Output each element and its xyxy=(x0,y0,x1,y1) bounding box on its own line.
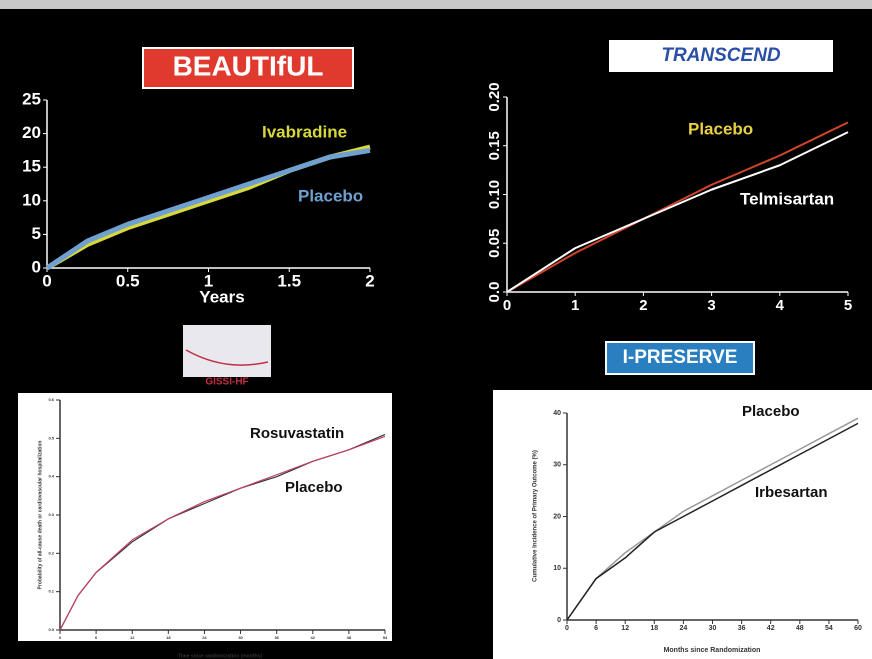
chart-title: TRANSCEND xyxy=(661,45,781,66)
y-tick-label: 15 xyxy=(22,157,41,176)
y-tick-label: 30 xyxy=(553,462,561,469)
y-tick-label: 0.1 xyxy=(48,589,54,594)
x-tick-label: 0 xyxy=(503,297,511,314)
y-tick-label: 20 xyxy=(553,513,561,520)
y-tick-label: 0.10 xyxy=(486,180,503,209)
y-tick-label: 25 xyxy=(22,89,41,108)
x-axis-label: Months since Randomization xyxy=(664,647,761,654)
x-tick-label: 42 xyxy=(311,635,316,640)
x-tick-label: 60 xyxy=(854,625,862,632)
x-tick-label: 3 xyxy=(707,297,715,314)
x-tick-label: 30 xyxy=(709,625,717,632)
x-tick-label: 1.5 xyxy=(277,271,301,290)
y-tick-label: 0.0 xyxy=(48,627,54,632)
y-tick-label: 10 xyxy=(22,190,41,209)
x-tick-label: 24 xyxy=(680,625,688,632)
x-tick-label: 1 xyxy=(571,297,579,314)
x-tick-label: 42 xyxy=(767,625,775,632)
series-label: Ivabradine xyxy=(262,122,347,141)
series-label: Placebo xyxy=(742,403,800,420)
y-tick-label: 0.4 xyxy=(48,474,54,479)
y-tick-label: 0.3 xyxy=(48,512,54,517)
x-tick-label: 6 xyxy=(594,625,598,632)
y-tick-label: 5 xyxy=(32,224,41,243)
x-tick-label: 0.5 xyxy=(116,271,140,290)
panel xyxy=(493,390,872,659)
y-tick-label: 0.0 xyxy=(486,282,503,303)
slide: BEAUTIfUL00.511.520510152025YearsIvabrad… xyxy=(0,0,872,659)
y-axis-label: Cumulative Incidence of Primary Outcome … xyxy=(533,450,539,582)
x-tick-label: 36 xyxy=(738,625,746,632)
y-tick-label: 20 xyxy=(22,123,41,142)
y-tick-label: 0 xyxy=(557,617,561,624)
x-tick-label: 30 xyxy=(238,635,243,640)
x-axis-label: Years xyxy=(199,287,244,306)
y-axis-label: Probability of all-cause death or cardio… xyxy=(37,441,43,590)
x-tick-label: 12 xyxy=(621,625,629,632)
y-tick-label: 0.05 xyxy=(486,229,503,258)
x-tick-label: 18 xyxy=(650,625,658,632)
series-label: Irbesartan xyxy=(755,484,828,501)
series-label: Placebo xyxy=(298,186,363,205)
series-label: Placebo xyxy=(285,479,343,496)
x-tick-label: 48 xyxy=(347,635,352,640)
y-tick-label: 40 xyxy=(553,410,561,417)
chart-title: BEAUTIfUL xyxy=(173,50,324,81)
x-tick-label: 24 xyxy=(202,635,207,640)
series-label: Rosuvastatin xyxy=(250,425,344,442)
chart-title: I-PRESERVE xyxy=(623,347,738,368)
series-label: Placebo xyxy=(688,119,753,138)
x-tick-label: 12 xyxy=(130,635,135,640)
x-tick-label: 0 xyxy=(565,625,569,632)
x-tick-label: 2 xyxy=(365,271,374,290)
y-tick-label: 0.2 xyxy=(48,550,54,555)
y-tick-label: 0 xyxy=(32,257,41,276)
thumbnail xyxy=(183,325,271,377)
x-tick-label: 54 xyxy=(825,625,833,632)
x-tick-label: 36 xyxy=(274,635,279,640)
chart-title: GISSI-HF xyxy=(205,377,248,388)
x-axis-label: Time since randomization (months) xyxy=(178,653,262,659)
x-tick-label: 0 xyxy=(42,271,51,290)
top-strip xyxy=(0,0,872,9)
y-tick-label: 0.15 xyxy=(486,131,503,160)
y-tick-label: 0.20 xyxy=(486,82,503,111)
y-tick-label: 10 xyxy=(553,565,561,572)
x-tick-label: 5 xyxy=(844,297,852,314)
x-tick-label: 4 xyxy=(776,297,785,314)
x-tick-label: 18 xyxy=(166,635,171,640)
x-tick-label: 48 xyxy=(796,625,804,632)
y-tick-label: 0.5 xyxy=(48,435,54,440)
x-tick-label: 2 xyxy=(639,297,647,314)
x-tick-label: 54 xyxy=(383,635,388,640)
y-tick-label: 0.6 xyxy=(48,397,54,402)
series-label: Telmisartan xyxy=(740,189,834,208)
